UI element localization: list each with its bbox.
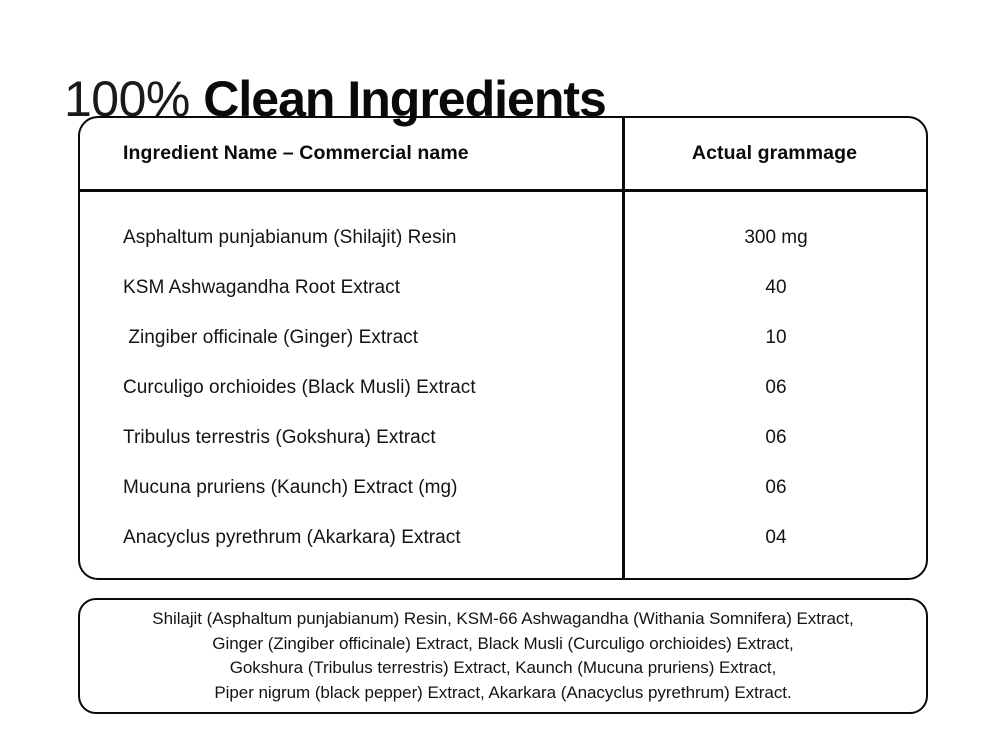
cell-ingredient-name: KSM Ashwagandha Root Extract xyxy=(123,277,401,298)
table-row: Asphaltum punjabianum (Shilajit) Resin 3… xyxy=(80,213,926,263)
cell-ingredient-name: Zingiber officinale (Ginger) Extract xyxy=(123,327,419,348)
cell-actual-grammage: 10 xyxy=(765,327,787,348)
ingredients-table: Ingredient Name – Commercial name Actual… xyxy=(78,116,928,580)
table-row: KSM Ashwagandha Root Extract 40 xyxy=(80,263,926,313)
table-row: Tribulus terrestris (Gokshura) Extract 0… xyxy=(80,413,926,463)
cell-actual-grammage: 40 xyxy=(765,277,787,298)
cell-actual-grammage: 300 mg xyxy=(744,227,808,248)
cell-ingredient-name: Asphaltum punjabianum (Shilajit) Resin xyxy=(123,227,457,248)
column-divider xyxy=(622,118,625,578)
cell-actual-grammage: 06 xyxy=(765,477,787,498)
cell-ingredient-name: Anacyclus pyrethrum (Akarkara) Extract xyxy=(123,527,461,548)
table-row: Mucuna pruriens (Kaunch) Extract (mg) 06 xyxy=(80,463,926,513)
table-body-spacer xyxy=(80,189,926,213)
ingredients-summary-box: Shilajit (Asphaltum punjabianum) Resin, … xyxy=(78,598,928,714)
table-row: Curculigo orchioides (Black Musli) Extra… xyxy=(80,363,926,413)
cell-ingredient-name: Tribulus terrestris (Gokshura) Extract xyxy=(123,427,436,448)
table-row: Anacyclus pyrethrum (Akarkara) Extract 0… xyxy=(80,513,926,563)
cell-actual-grammage: 06 xyxy=(765,427,787,448)
table-row: Zingiber officinale (Ginger) Extract 10 xyxy=(80,313,926,363)
header-divider xyxy=(80,189,926,192)
cell-actual-grammage: 04 xyxy=(765,527,787,548)
ingredients-summary-text: Shilajit (Asphaltum punjabianum) Resin, … xyxy=(152,609,854,702)
table-body: Asphaltum punjabianum (Shilajit) Resin 3… xyxy=(80,189,926,563)
cell-ingredient-name: Curculigo orchioides (Black Musli) Extra… xyxy=(123,377,476,398)
table-header-row: Ingredient Name – Commercial name Actual… xyxy=(80,118,926,189)
column-header-actual-grammage: Actual grammage xyxy=(691,142,858,164)
cell-ingredient-name: Mucuna pruriens (Kaunch) Extract (mg) xyxy=(123,477,458,498)
column-header-ingredient-name: Ingredient Name – Commercial name xyxy=(123,142,469,164)
cell-actual-grammage: 06 xyxy=(765,377,787,398)
